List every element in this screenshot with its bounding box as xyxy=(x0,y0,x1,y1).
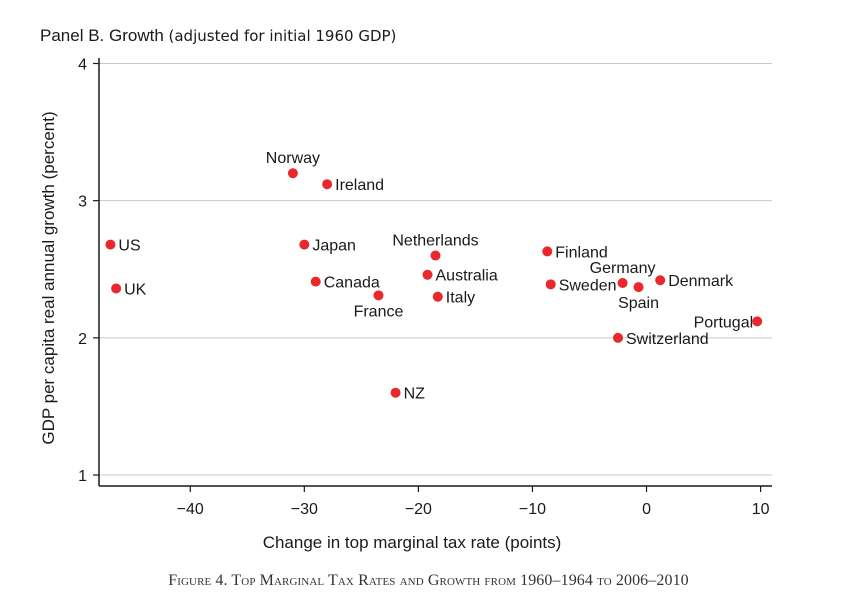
point-label: Japan xyxy=(312,238,356,255)
x-tick-label: 10 xyxy=(752,501,770,518)
point-label: Norway xyxy=(266,150,320,167)
y-tick-label: 1 xyxy=(78,468,87,485)
panel-title-main: Panel B. Growth xyxy=(40,26,164,45)
panel-title-subtitle: (adjusted for initial 1960 GDP) xyxy=(168,27,397,45)
data-point xyxy=(752,316,763,327)
y-tick-label: 2 xyxy=(78,331,87,348)
data-point xyxy=(310,276,321,287)
figure-caption: Figure 4. Top Marginal Tax Rates and Gro… xyxy=(168,572,689,589)
y-tick-label: 4 xyxy=(78,56,87,73)
data-point xyxy=(111,283,122,294)
data-point xyxy=(617,277,628,288)
data-point xyxy=(373,290,384,301)
point-label: NZ xyxy=(404,386,426,403)
point-label: Italy xyxy=(446,290,475,307)
data-point xyxy=(322,179,333,190)
point-label: Spain xyxy=(618,295,659,312)
x-tick-label: −10 xyxy=(519,501,546,518)
point-label: Portugal xyxy=(694,314,754,331)
panel-title: Panel B. Growth (adjusted for initial 19… xyxy=(40,26,396,46)
data-point xyxy=(430,250,441,261)
point-label: Sweden xyxy=(559,277,617,294)
data-point xyxy=(105,239,116,250)
point-label: Canada xyxy=(324,275,380,292)
data-point xyxy=(542,246,553,257)
data-point xyxy=(390,387,401,398)
y-tick-label: 3 xyxy=(78,194,87,211)
point-label: France xyxy=(354,303,404,320)
point-label: Netherlands xyxy=(392,233,478,250)
point-label: Germany xyxy=(590,260,656,277)
point-label: Australia xyxy=(436,268,498,285)
grid-lines xyxy=(99,62,772,476)
data-point xyxy=(287,168,298,179)
point-label: UK xyxy=(124,281,147,298)
x-tick-label: −40 xyxy=(177,501,204,518)
x-tick-label: −30 xyxy=(291,501,318,518)
axes: 1 2 3 4 −40 −30 −20 −10 0 10 xyxy=(78,56,772,518)
point-labels: US UK Norway Ireland Japan Canada France NZ Neth… xyxy=(118,150,753,402)
point-label: Switzerland xyxy=(626,331,709,348)
data-point xyxy=(432,291,443,302)
x-axis-label: Change in top marginal tax rate (points) xyxy=(263,533,562,552)
data-point xyxy=(655,275,666,286)
y-axis-label: GDP per capita real annual growth (perce… xyxy=(39,111,58,444)
data-point xyxy=(613,332,624,343)
point-label: Denmark xyxy=(668,273,734,290)
data-points xyxy=(105,168,763,398)
data-point xyxy=(299,239,310,250)
point-label: Finland xyxy=(555,244,607,261)
data-point xyxy=(633,282,644,293)
data-point xyxy=(422,269,433,280)
point-label: US xyxy=(118,238,140,255)
x-tick-label: 0 xyxy=(642,501,651,518)
data-point xyxy=(545,279,556,290)
point-label: Ireland xyxy=(335,177,384,194)
x-tick-label: −20 xyxy=(405,501,432,518)
